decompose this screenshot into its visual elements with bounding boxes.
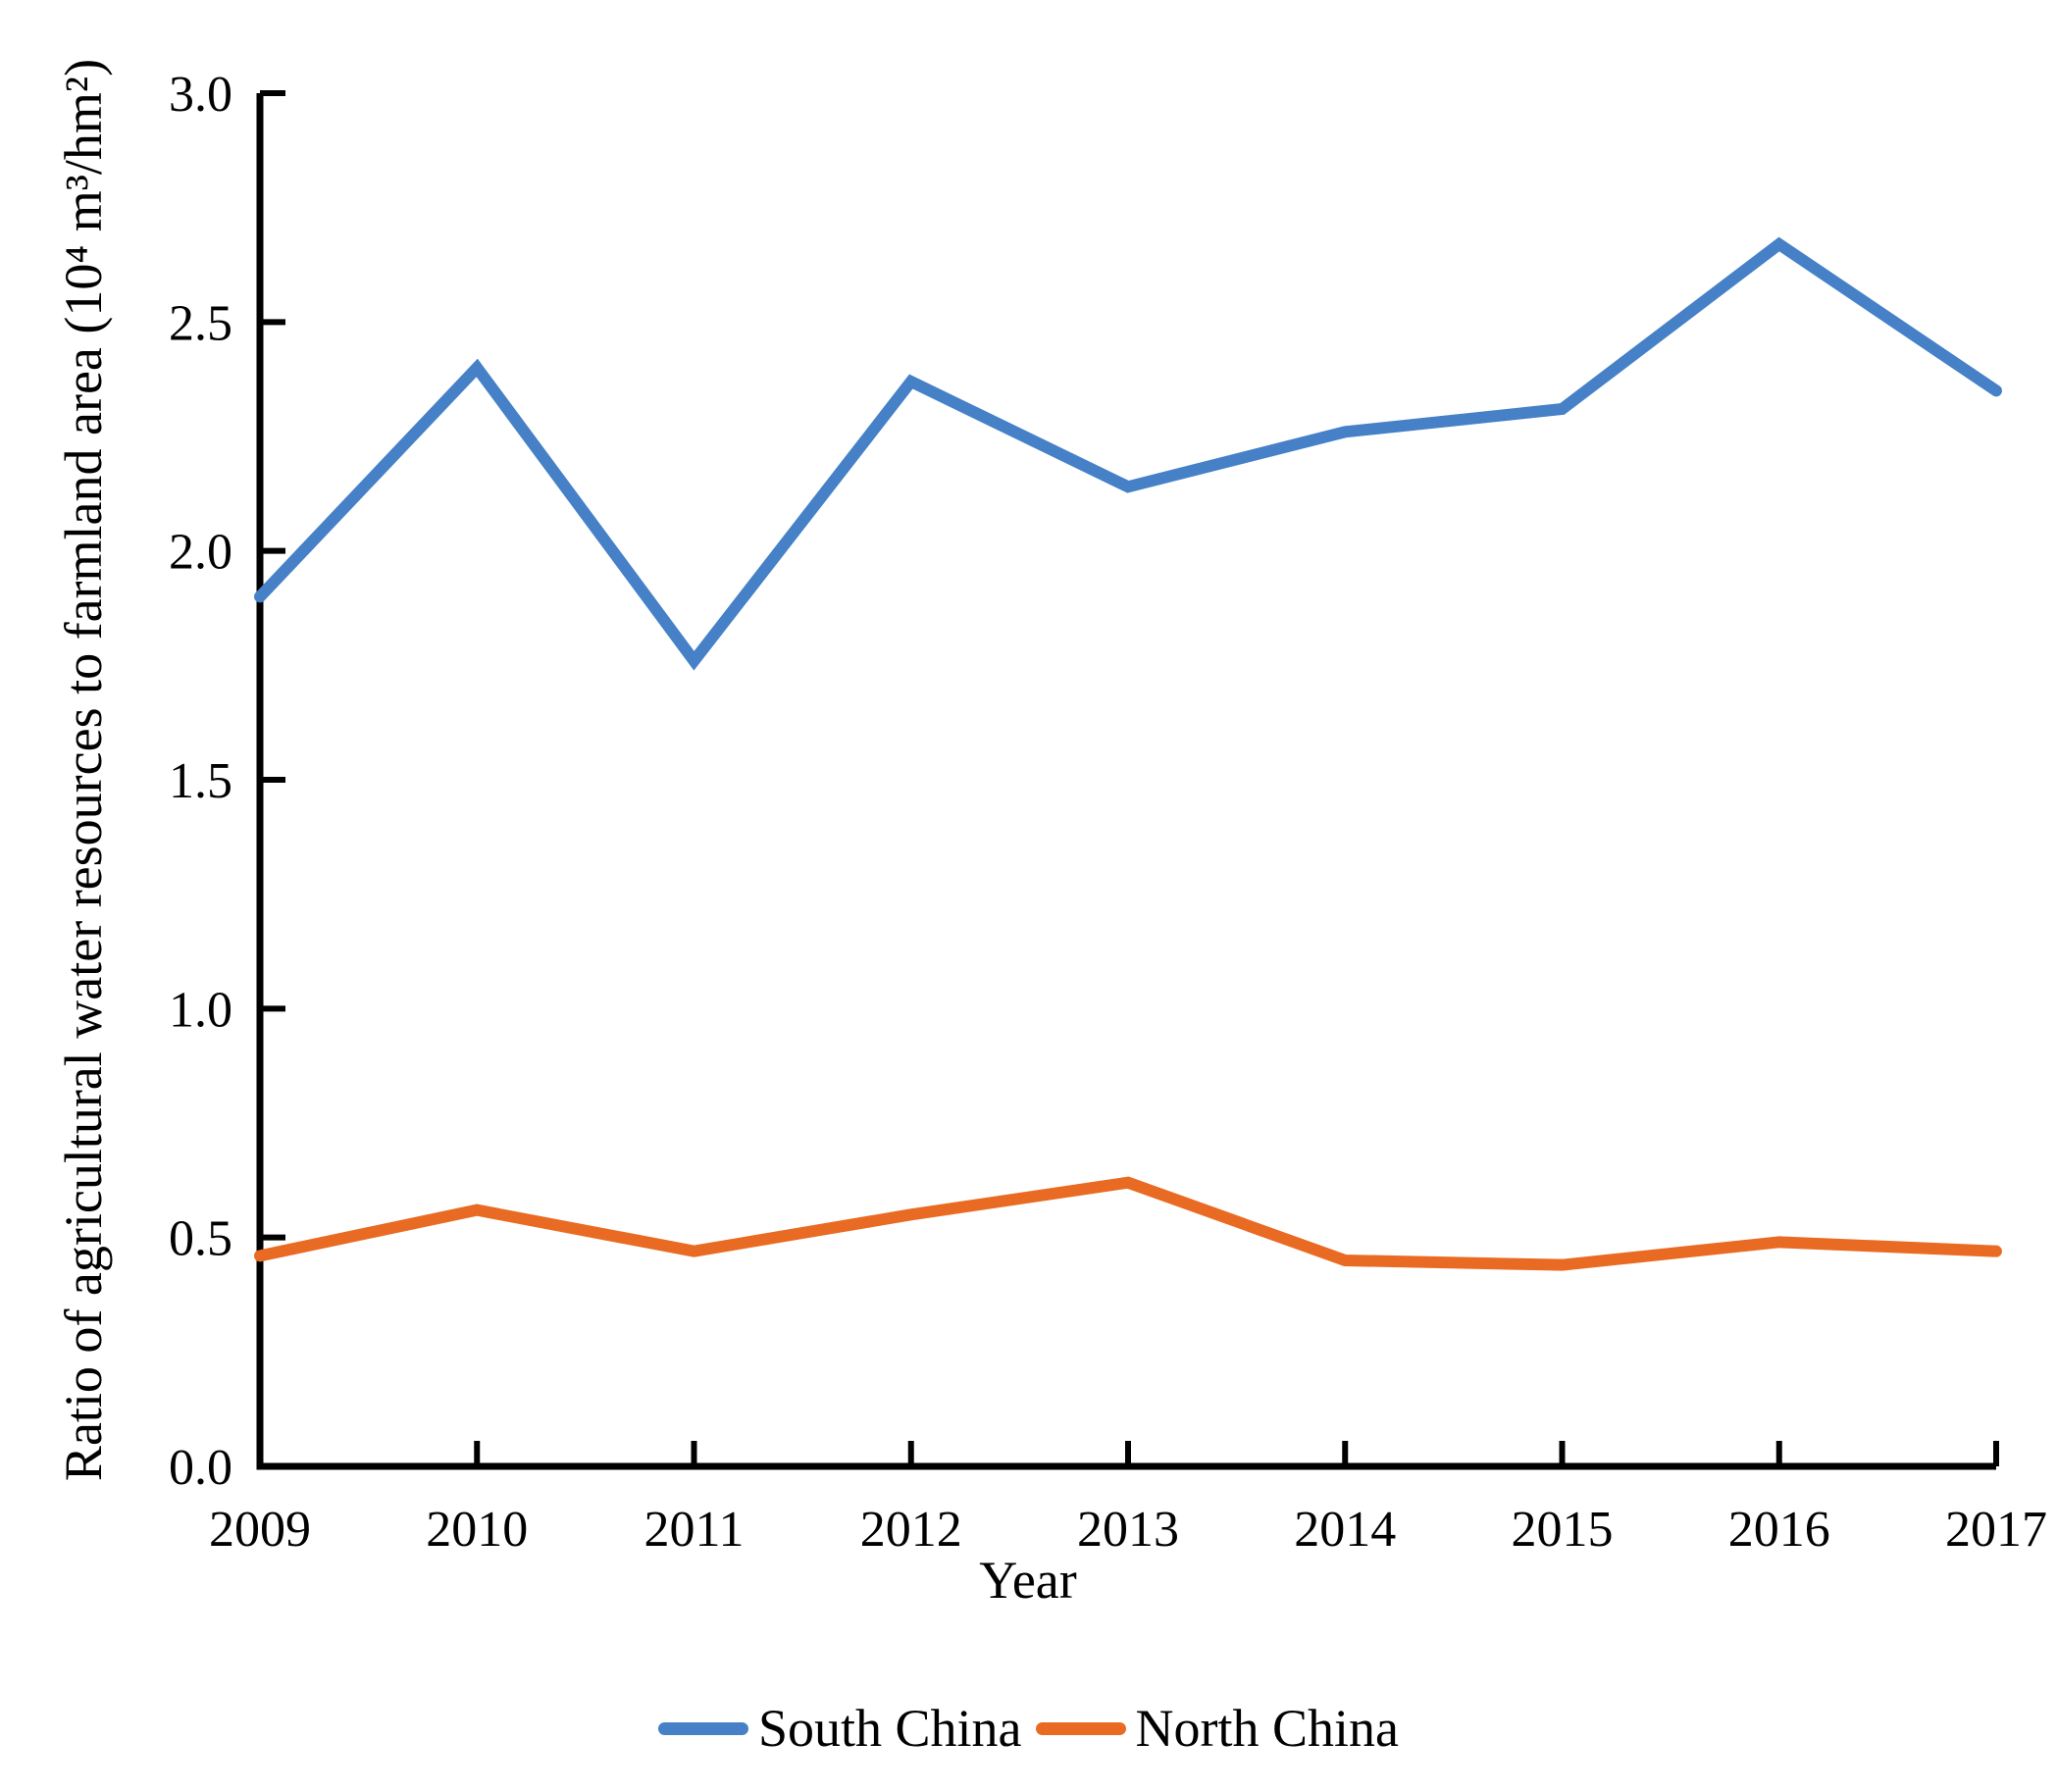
legend-item-south-china: South China <box>657 1699 1022 1758</box>
x-tick-label: 2010 <box>426 1502 528 1558</box>
x-tick-label: 2012 <box>860 1502 962 1558</box>
x-tick-label: 2015 <box>1512 1502 1614 1558</box>
x-tick-label: 2014 <box>1294 1502 1396 1558</box>
y-tick-label: 1.0 <box>169 982 232 1038</box>
x-axis-title: Year <box>979 1551 1077 1610</box>
y-tick-label: 1.5 <box>169 753 232 809</box>
axis-spine <box>256 93 1996 1470</box>
x-tick-label: 2011 <box>643 1502 744 1558</box>
axes <box>256 90 1999 1470</box>
series-line-north-china <box>254 1176 2002 1271</box>
legend-swatch-north-china <box>1035 1721 1126 1735</box>
x-tick-label: 2009 <box>209 1502 311 1558</box>
x-tick-label: 2017 <box>1945 1502 2047 1558</box>
legend-label-north-china: North China <box>1135 1699 1399 1758</box>
legend: South China North China <box>0 1695 2057 1762</box>
series-line-south-china <box>254 236 2002 671</box>
tick-labels: 0.0 0.5 1.0 1.5 2.0 2.5 3.0 2009 2010 2011 2012 201… <box>169 67 2047 1558</box>
series-lines <box>254 236 2002 1271</box>
y-axis-title: Ratio of agricultural water resources to… <box>54 59 113 1481</box>
legend-swatch-south-china <box>657 1721 748 1735</box>
y-tick-label: 3.0 <box>169 67 232 123</box>
y-tick-label: 2.5 <box>169 295 232 351</box>
x-tick-label: 2016 <box>1728 1502 1830 1558</box>
legend-label-south-china: South China <box>757 1699 1022 1758</box>
y-tick-label: 0.0 <box>169 1440 232 1496</box>
x-tick-label: 2013 <box>1077 1502 1179 1558</box>
y-tick-label: 2.0 <box>169 525 232 581</box>
legend-item-north-china: North China <box>1035 1699 1399 1758</box>
y-tick-label: 0.5 <box>169 1211 232 1267</box>
